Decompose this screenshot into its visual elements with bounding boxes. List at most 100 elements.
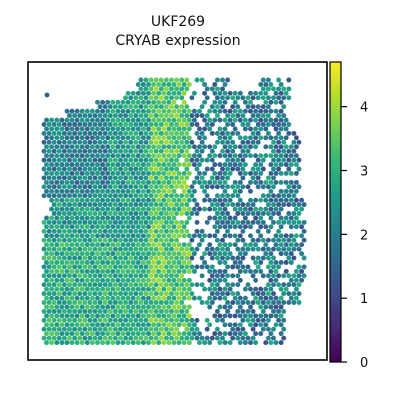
spot xyxy=(108,220,113,225)
spot xyxy=(251,273,256,278)
spot xyxy=(85,162,90,167)
spot xyxy=(217,251,222,256)
spot xyxy=(187,82,192,87)
spot xyxy=(108,318,113,323)
spot xyxy=(166,224,171,229)
spot xyxy=(248,180,253,185)
spot xyxy=(100,322,105,327)
spot xyxy=(136,135,141,140)
spot xyxy=(294,153,299,158)
spot xyxy=(82,202,87,207)
spot xyxy=(67,291,72,296)
spot xyxy=(131,340,136,345)
spot xyxy=(144,273,149,278)
spot xyxy=(177,180,182,185)
spot xyxy=(172,216,177,221)
spot xyxy=(72,131,77,136)
spot xyxy=(177,242,182,247)
spot xyxy=(108,184,113,189)
spot xyxy=(289,171,294,176)
spot xyxy=(299,233,304,238)
spot xyxy=(77,122,82,127)
spot xyxy=(144,131,149,136)
spot xyxy=(172,269,177,274)
spot xyxy=(57,220,62,225)
spot xyxy=(261,309,266,314)
spot xyxy=(90,305,95,310)
spot xyxy=(123,229,128,234)
spot xyxy=(118,229,123,234)
spot xyxy=(174,175,179,180)
spot xyxy=(77,158,82,163)
spot xyxy=(210,336,215,341)
spot xyxy=(113,309,118,314)
spot xyxy=(42,336,47,341)
spot xyxy=(240,122,245,127)
spot xyxy=(161,171,166,176)
spot xyxy=(179,131,184,136)
spot xyxy=(207,216,212,221)
spot xyxy=(276,158,281,163)
spot xyxy=(223,340,228,345)
spot xyxy=(205,300,210,305)
spot xyxy=(90,296,95,301)
spot xyxy=(151,269,156,274)
spot xyxy=(172,313,177,318)
spot xyxy=(62,131,67,136)
spot xyxy=(70,269,75,274)
spot xyxy=(108,327,113,332)
spot xyxy=(98,300,103,305)
spot xyxy=(225,140,230,145)
spot xyxy=(133,193,138,198)
spot xyxy=(197,340,202,345)
spot xyxy=(235,238,240,243)
spot xyxy=(187,118,192,123)
spot xyxy=(141,82,146,87)
spot xyxy=(169,309,174,314)
spot xyxy=(49,313,54,318)
spot xyxy=(182,135,187,140)
spot xyxy=(210,86,215,91)
spot xyxy=(246,95,251,100)
spot xyxy=(49,198,54,203)
spot xyxy=(289,233,294,238)
spot xyxy=(93,220,98,225)
spot xyxy=(294,207,299,212)
spot xyxy=(251,140,256,145)
spot xyxy=(72,158,77,163)
spot xyxy=(144,264,149,269)
spot xyxy=(47,131,52,136)
spot xyxy=(75,260,80,265)
spot xyxy=(146,135,151,140)
spot xyxy=(44,118,49,123)
spot xyxy=(187,278,192,283)
spot xyxy=(210,247,215,252)
spot xyxy=(128,175,133,180)
spot xyxy=(253,260,258,265)
spot xyxy=(248,91,253,96)
spot xyxy=(65,322,70,327)
spot xyxy=(164,336,169,341)
spot xyxy=(189,95,194,100)
spot xyxy=(215,309,220,314)
spot xyxy=(169,202,174,207)
spot xyxy=(138,309,143,314)
spot xyxy=(103,291,108,296)
spot xyxy=(123,211,128,216)
spot xyxy=(128,256,133,261)
spot xyxy=(256,140,261,145)
spot xyxy=(95,189,100,194)
spot xyxy=(243,109,248,114)
spot xyxy=(166,100,171,105)
spot xyxy=(166,296,171,301)
spot xyxy=(246,184,251,189)
spot xyxy=(95,260,100,265)
spot xyxy=(87,158,92,163)
spot xyxy=(246,202,251,207)
spot xyxy=(248,207,253,212)
spot xyxy=(223,153,228,158)
spot xyxy=(266,282,271,287)
spot xyxy=(98,211,103,216)
spot xyxy=(274,278,279,283)
spot xyxy=(128,202,133,207)
